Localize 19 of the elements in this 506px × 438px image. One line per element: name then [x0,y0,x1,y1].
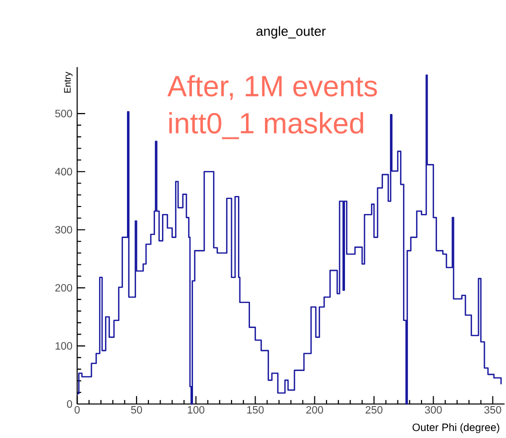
y-tick-label: 400 [55,168,72,176]
x-axis-title: Outer Phi (degree) [412,423,500,434]
chart-title: angle_outer [256,26,326,39]
x-tick-label: 100 [188,406,204,414]
x-tick-label: 350 [484,406,502,414]
y-axis-title: Entry [64,72,73,93]
y-tick-label: 0 [67,400,72,408]
y-tick-label: 100 [56,342,72,350]
annotation: intt0_1 masked [169,112,364,140]
annotation: After, 1M events [167,75,377,100]
x-tick-label: 150 [247,406,264,414]
y-tick-label: 200 [55,284,72,292]
y-tick-label: 500 [55,110,72,118]
x-tick-label: 50 [131,406,142,414]
x-tick-label: 300 [424,406,442,414]
x-tick-label: 0 [74,406,80,414]
x-tick-label: 250 [366,406,382,414]
y-tick-label: 300 [55,226,72,234]
x-tick-label: 200 [306,406,324,414]
